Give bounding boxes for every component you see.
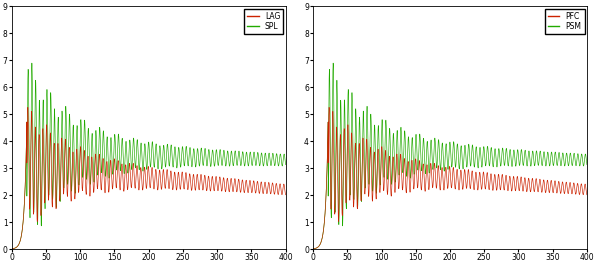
Legend: PFC, PSM: PFC, PSM: [545, 8, 584, 34]
Legend: LAG, SPL: LAG, SPL: [244, 8, 284, 34]
